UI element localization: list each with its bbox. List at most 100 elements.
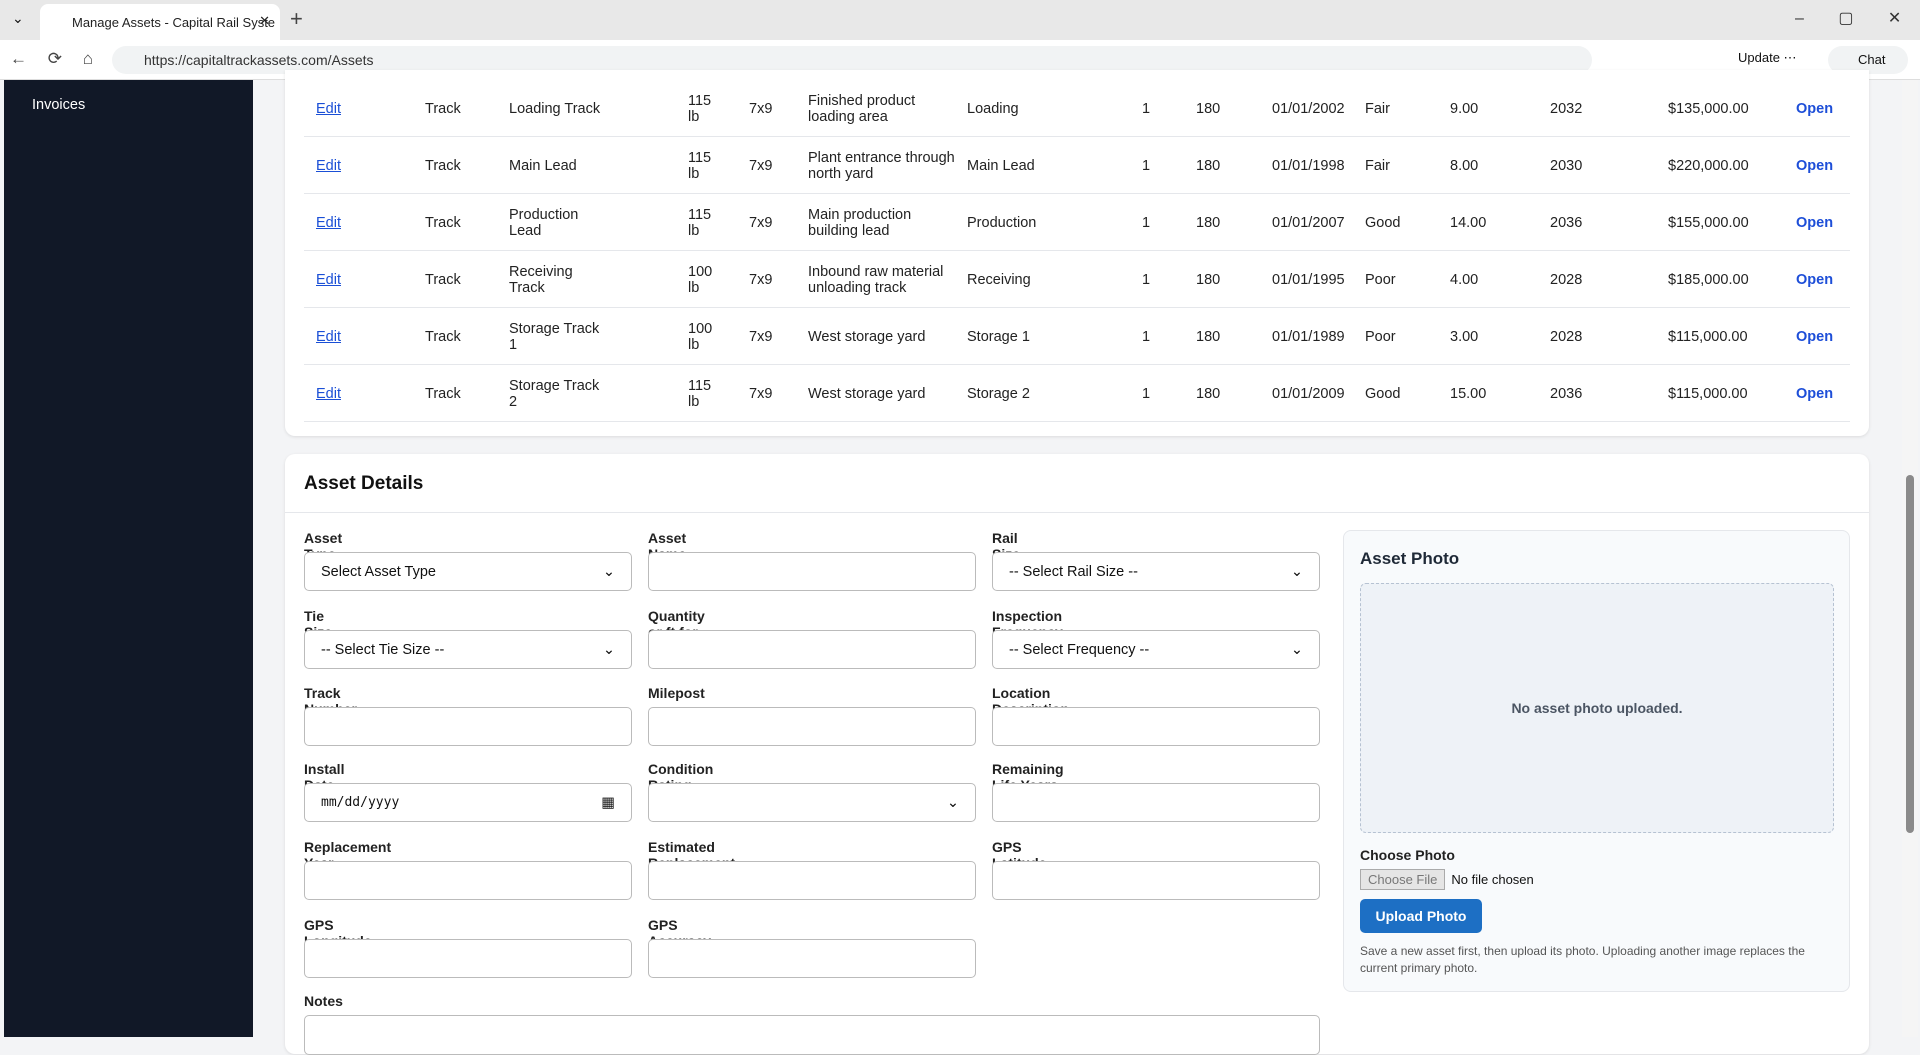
table-cell: 01/01/2007	[1272, 214, 1345, 231]
update-text: Update	[1738, 50, 1780, 65]
table-row: Edit Track Main Lead 115 lb 7x9 Plant entranc…	[304, 137, 1850, 194]
table-cell: Receiving Track	[509, 263, 573, 296]
table-row: Edit Track Loading Track 115 lb 7x9 Finished …	[304, 80, 1850, 137]
table-cell: 1	[1142, 214, 1151, 231]
table-cell: Track	[425, 385, 461, 402]
table-cell: 115 lb	[688, 206, 712, 239]
table-cell: 115 lb	[688, 92, 712, 125]
text-input[interactable]	[648, 630, 976, 669]
table-cell: 2036	[1550, 214, 1583, 231]
table-cell: 01/01/1998	[1272, 157, 1345, 174]
sidebar-item[interactable]: Invoices	[32, 97, 86, 113]
url-text: https://capitaltrackassets.com/Assets	[144, 52, 374, 68]
text-input[interactable]	[648, 939, 976, 978]
text-input[interactable]	[992, 861, 1320, 900]
table-cell: Storage Track 1	[509, 320, 600, 353]
open-link[interactable]: Open	[1796, 328, 1834, 345]
table-cell: 1	[1142, 100, 1151, 117]
field-icon: ▦	[601, 794, 615, 811]
text-input[interactable]	[648, 707, 976, 746]
select-input[interactable]: ⌄	[648, 783, 976, 822]
text-input[interactable]	[648, 552, 976, 591]
field-value: -- Select Tie Size --	[321, 641, 445, 658]
table-cell: Finished product loading area	[808, 92, 916, 125]
tab-bar: ⌄ Manage Assets - Capital Rail Syste ✕ + …	[0, 0, 1920, 40]
table-cell: Plant entrance through north yard	[808, 149, 955, 182]
table-row: Edit Track Production Lead 115 lb 7x9 Main pr…	[304, 194, 1850, 251]
choose-file-button[interactable]: Choose File	[1360, 869, 1446, 890]
table-cell: 1	[1142, 328, 1151, 345]
table-cell: Poor	[1365, 328, 1396, 345]
select-input[interactable]: -- Select Frequency -- ⌄	[992, 630, 1320, 669]
scroll-thumb[interactable]	[1906, 475, 1914, 833]
table-cell: Inbound raw material unloading track	[808, 263, 944, 296]
table-cell: Poor	[1365, 271, 1396, 288]
field-icon: ⌄	[602, 563, 615, 580]
select-input[interactable]: -- Select Rail Size -- ⌄	[992, 552, 1320, 591]
edit-link[interactable]: Edit	[316, 328, 341, 345]
text-input[interactable]	[992, 707, 1320, 746]
table-cell: $115,000.00	[1668, 385, 1748, 402]
table-row: Edit Track Receiving Track 100 lb 7x9 Inbound…	[304, 251, 1850, 308]
window-controls[interactable]: – ▢ ✕	[1795, 10, 1902, 27]
tab[interactable]: Manage Assets - Capital Rail Syste ✕	[40, 4, 280, 40]
select-input[interactable]: Select Asset Type ⌄	[304, 552, 632, 591]
field-icon: ⌄	[602, 641, 615, 658]
text-input[interactable]	[304, 707, 632, 746]
table-cell: Receiving	[967, 271, 1031, 288]
field-value: Select Asset Type	[321, 563, 436, 580]
table-cell: 1	[1142, 271, 1151, 288]
open-link[interactable]: Open	[1796, 157, 1834, 174]
table-cell: $185,000.00	[1668, 271, 1749, 288]
edit-link[interactable]: Edit	[316, 271, 341, 288]
field-icon: ⌄	[946, 794, 959, 811]
notes-input[interactable]	[304, 1015, 1320, 1055]
edit-link[interactable]: Edit	[316, 157, 341, 174]
choose-label: Choose Photo	[1360, 847, 1455, 863]
photo-empty-text: No asset photo uploaded.	[1511, 700, 1683, 716]
table-cell: 4.00	[1450, 271, 1479, 288]
nav-buttons[interactable]: ← ⟳ ⌂	[10, 49, 93, 68]
text-input[interactable]	[648, 861, 976, 900]
scrollbar[interactable]	[1902, 80, 1918, 1037]
upload-text: Upload Photo	[1375, 908, 1467, 924]
table-cell: Track	[425, 157, 461, 174]
table-cell: $135,000.00	[1668, 100, 1749, 117]
field-value: mm/dd/yyyy	[321, 795, 400, 810]
table-cell: Production	[967, 214, 1037, 231]
upload-button[interactable]: Upload Photo	[1360, 899, 1482, 933]
text-input[interactable]	[304, 861, 632, 900]
select-input[interactable]: -- Select Tie Size -- ⌄	[304, 630, 632, 669]
open-link[interactable]: Open	[1796, 214, 1834, 231]
table-cell: 180	[1196, 385, 1221, 402]
table-cell: 100 lb	[688, 320, 713, 353]
table-cell: Main production building lead	[808, 206, 912, 239]
text-input[interactable]	[992, 783, 1320, 822]
no-file-text: No file chosen	[1451, 872, 1534, 887]
tab-list[interactable]: ⌄	[12, 10, 24, 26]
edit-link[interactable]: Edit	[316, 385, 341, 402]
open-link[interactable]: Open	[1796, 385, 1834, 402]
table-cell: Production Lead	[509, 206, 579, 239]
table-cell: 3.00	[1450, 328, 1479, 345]
date-input[interactable]: mm/dd/yyyy ▦	[304, 783, 632, 822]
table-cell: West storage yard	[808, 385, 926, 402]
table-cell: 2028	[1550, 328, 1583, 345]
update-button[interactable]: Update ⋯	[1738, 50, 1797, 65]
open-link[interactable]: Open	[1796, 100, 1834, 117]
edit-link[interactable]: Edit	[316, 100, 341, 117]
table-cell: Storage 1	[967, 328, 1030, 345]
edit-link[interactable]: Edit	[316, 214, 341, 231]
text-input[interactable]	[304, 939, 632, 978]
field-label: Milepost	[648, 685, 705, 701]
open-link[interactable]: Open	[1796, 271, 1834, 288]
table-cell: 115 lb	[688, 377, 712, 410]
table-cell: 180	[1196, 100, 1221, 117]
photo-panel: Asset Photo No asset photo uploaded. Cho…	[1343, 530, 1850, 992]
address-bar[interactable]: https://capitaltrackassets.com/Assets	[112, 46, 1592, 74]
table-cell: Track	[425, 271, 461, 288]
table-cell: 180	[1196, 157, 1221, 174]
chat-button[interactable]: Chat	[1828, 46, 1908, 74]
new-tab[interactable]: +	[290, 6, 303, 31]
